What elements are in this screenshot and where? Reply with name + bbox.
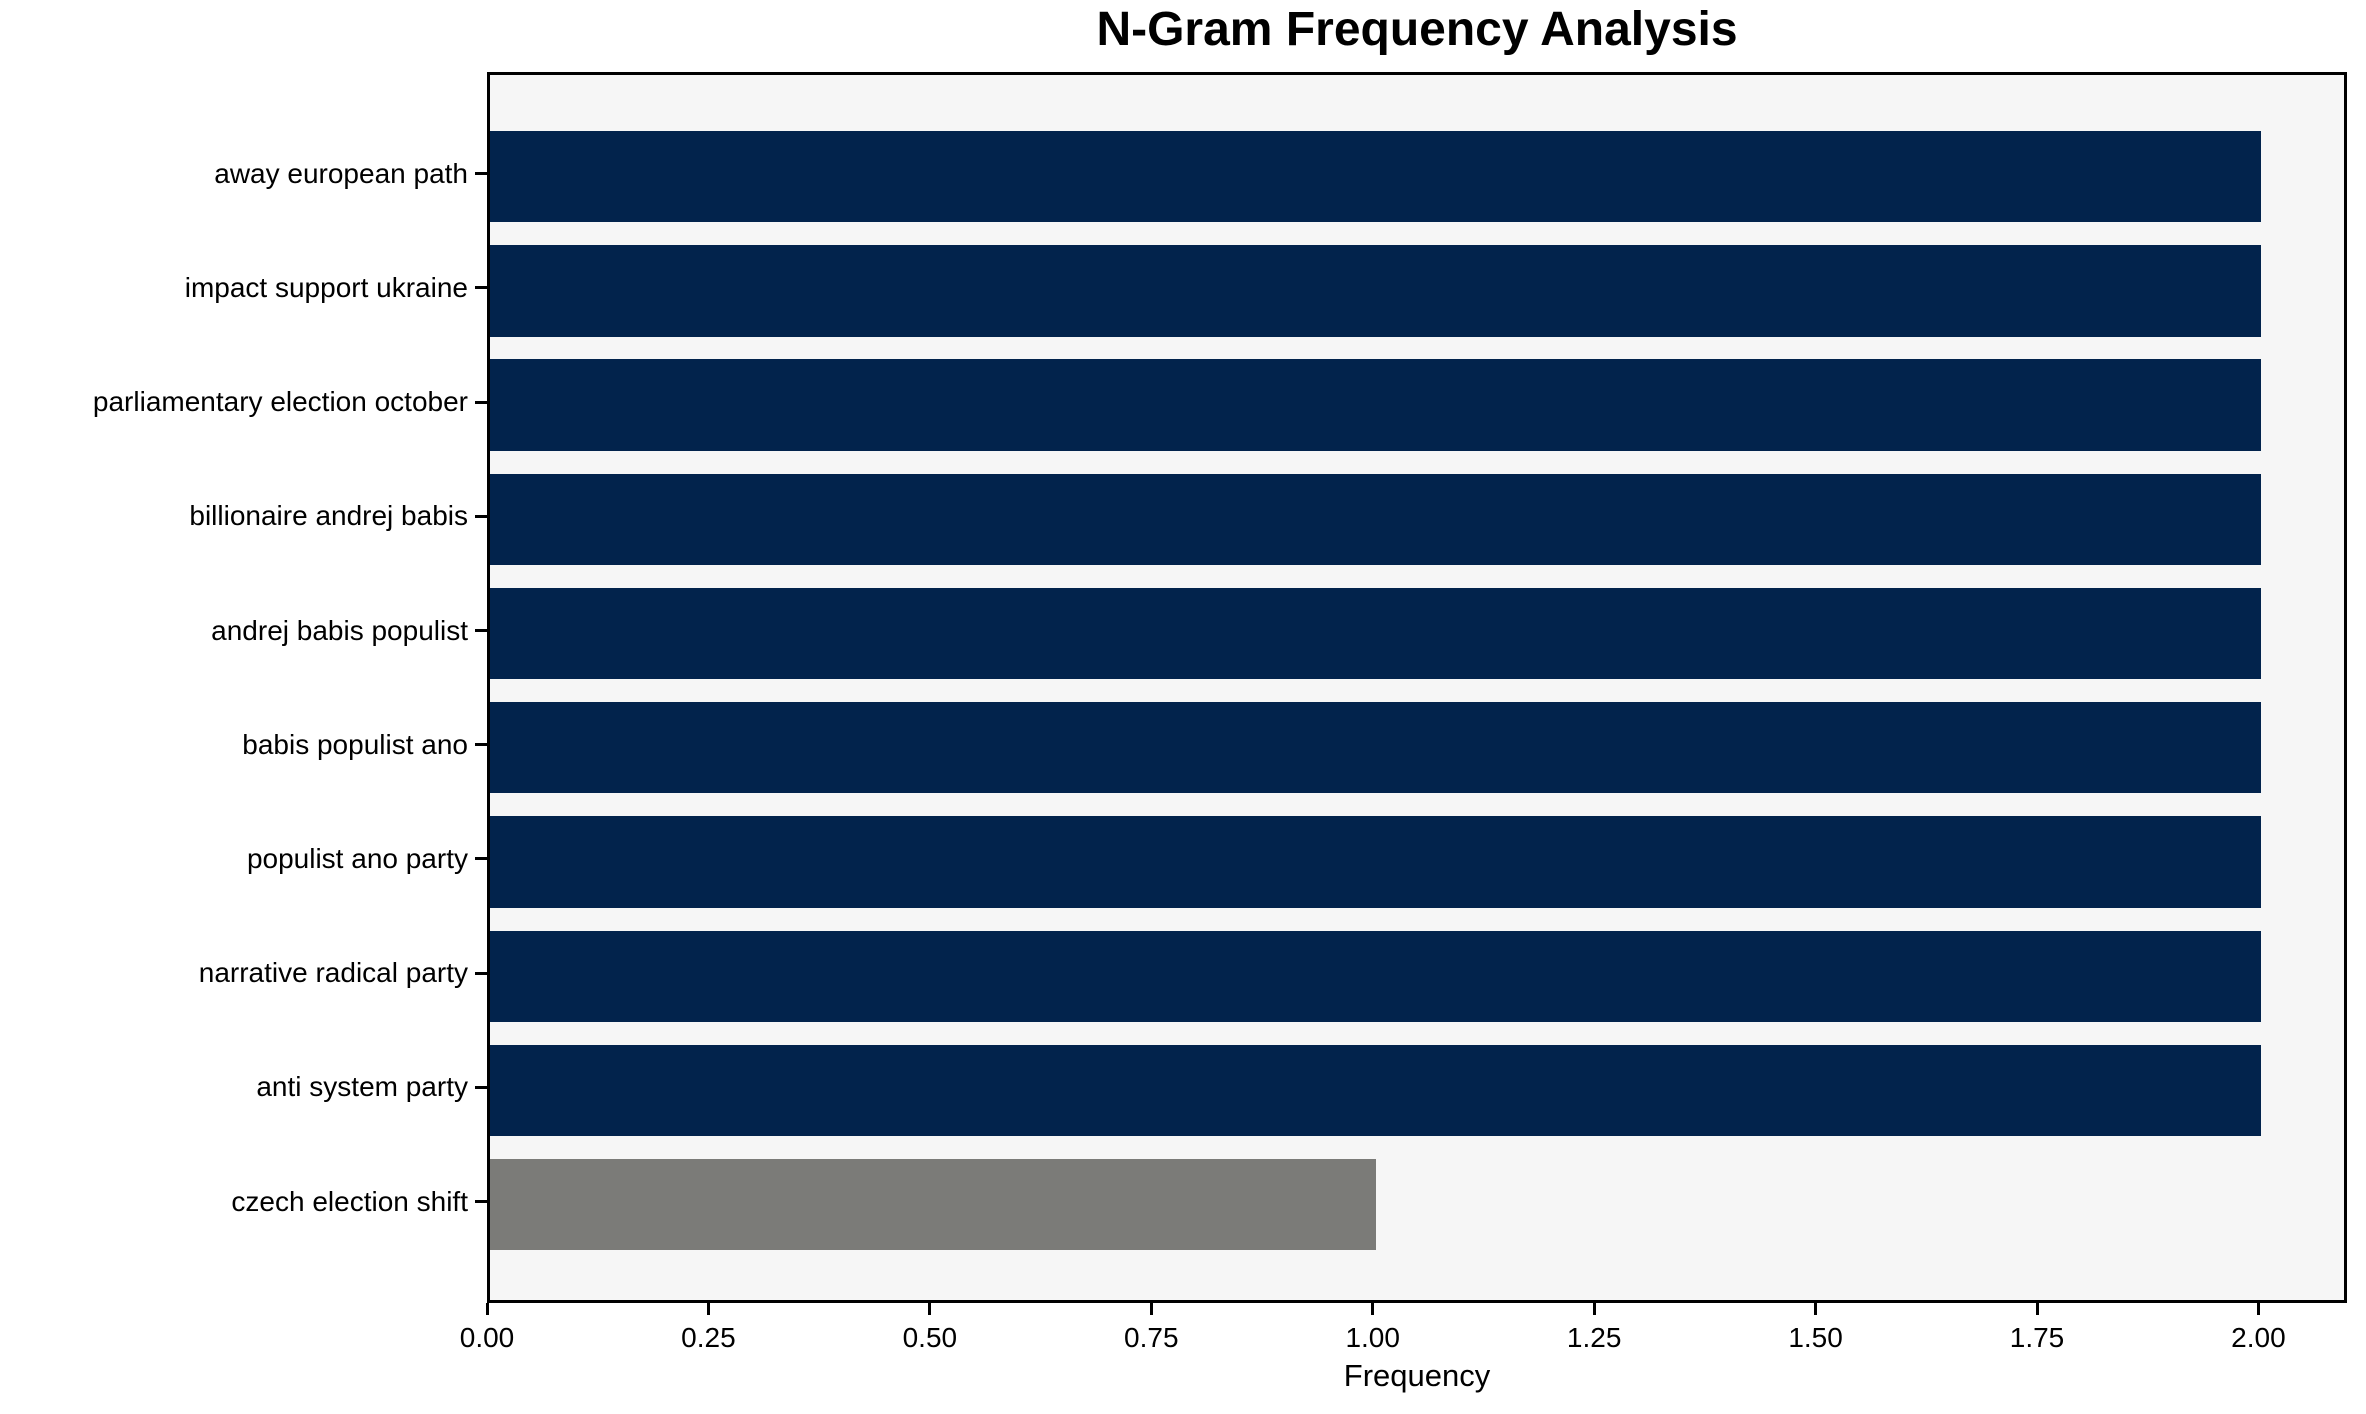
bar	[490, 130, 2262, 223]
bar	[490, 1044, 2262, 1137]
x-axis-tick-label: 0.00	[459, 1322, 515, 1353]
x-axis-tick-label: 1.75	[2009, 1322, 2065, 1353]
x-axis-tick	[1149, 1303, 1153, 1315]
y-axis-tick	[475, 629, 487, 633]
y-axis-label: anti system party	[256, 1071, 468, 1103]
x-axis-tick	[928, 1303, 932, 1315]
y-axis-label: billionaire andrej babis	[189, 500, 468, 532]
y-axis-label: parliamentary election october	[92, 386, 468, 418]
bar	[490, 816, 2262, 908]
bar	[490, 702, 2262, 794]
x-axis-tick-label: 0.25	[681, 1322, 736, 1353]
x-axis-tick	[1592, 1303, 1596, 1315]
x-axis-tick-label: 0.75	[1124, 1322, 1179, 1353]
y-axis-label: narrative radical party	[198, 957, 468, 989]
x-axis-tick-label: 0.50	[902, 1322, 958, 1353]
x-axis-tick	[706, 1303, 710, 1315]
bar	[490, 930, 2262, 1022]
bar	[490, 359, 2262, 451]
x-axis-title: Frequency	[1343, 1358, 1491, 1393]
chart-title: N-Gram Frequency Analysis	[1096, 3, 1738, 56]
x-axis-tick-label: 2.00	[2231, 1322, 2286, 1353]
y-axis-tick	[475, 400, 487, 404]
y-axis-tick	[475, 857, 487, 861]
y-axis-label: away european path	[214, 157, 468, 189]
x-axis-tick-label: 1.50	[1788, 1322, 1843, 1353]
y-axis-tick	[475, 1200, 487, 1204]
x-axis-tick	[1371, 1303, 1375, 1315]
bar	[490, 1158, 1376, 1251]
y-axis-label: impact support ukraine	[184, 271, 468, 303]
y-axis-label: andrej babis populist	[211, 614, 468, 646]
y-axis-label: populist ano party	[246, 842, 468, 874]
x-axis-tick-label: 1.00	[1345, 1322, 1400, 1353]
y-axis-tick	[475, 172, 487, 176]
y-axis-tick	[475, 971, 487, 975]
x-axis-tick-label: 1.25	[1566, 1322, 1622, 1353]
bar	[490, 245, 2262, 337]
bar	[490, 473, 2262, 565]
y-axis-tick	[475, 286, 487, 290]
x-axis-tick	[1814, 1303, 1818, 1315]
y-axis-tick	[475, 514, 487, 518]
y-axis-label: babis populist ano	[242, 728, 468, 760]
x-axis-tick	[2035, 1303, 2039, 1315]
x-axis-tick	[2256, 1303, 2260, 1315]
bar	[490, 587, 2262, 680]
y-axis-tick	[475, 1085, 487, 1089]
y-axis-tick	[475, 743, 487, 747]
plot-area	[487, 72, 2347, 1303]
x-axis-tick	[485, 1303, 489, 1315]
y-axis-label: czech election shift	[231, 1185, 468, 1217]
